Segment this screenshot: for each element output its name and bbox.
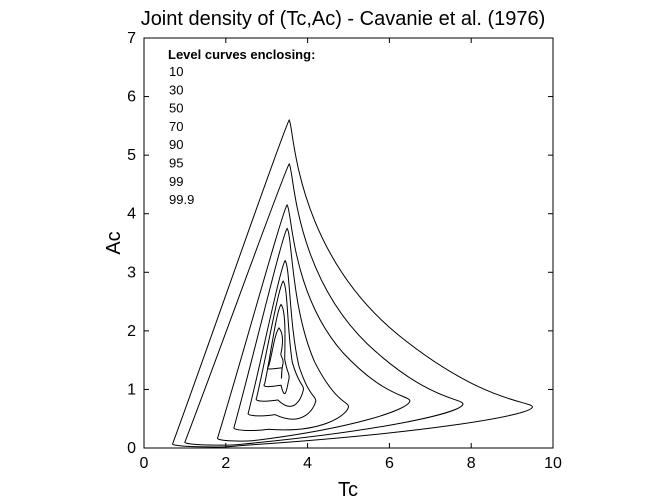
contour-line-70	[247, 259, 317, 420]
x-tick-label: 8	[467, 455, 476, 472]
legend-item: 70	[169, 119, 183, 134]
y-tick-label: 1	[127, 381, 136, 398]
contour-line-99-9	[172, 119, 534, 448]
y-tick-label: 4	[127, 206, 136, 223]
legend-item: 30	[169, 82, 183, 97]
legend-item: 50	[169, 101, 183, 116]
x-tick-label: 0	[140, 455, 149, 472]
y-tick-label: 0	[127, 440, 136, 457]
y-tick-label: 3	[127, 264, 136, 281]
axis-ticks: 0 2 4 6 8 10 0 1 2 3 4 5 6 7	[127, 30, 562, 472]
legend-item: 10	[169, 64, 183, 79]
contour-line-90	[233, 227, 350, 432]
legend-heading: Level curves enclosing:	[168, 47, 315, 62]
x-axis-label: Tc	[338, 479, 358, 501]
contour-line-10	[267, 327, 284, 379]
contour-lines	[172, 119, 534, 448]
legend-item: 99	[169, 174, 183, 189]
x-tick-label: 10	[544, 455, 562, 472]
x-tick-label: 4	[303, 455, 312, 472]
contour-line-95	[217, 204, 411, 442]
contour-line-50	[255, 280, 305, 407]
y-tick-label: 6	[127, 89, 136, 106]
contour-line-30	[263, 303, 290, 394]
y-tick-label: 5	[127, 147, 136, 164]
y-tick-label: 2	[127, 323, 136, 340]
y-axis-label: Ac	[103, 231, 125, 254]
chart-title: Joint density of (Tc,Ac) - Cavanie et al…	[141, 8, 546, 30]
x-tick-label: 2	[221, 455, 230, 472]
y-tick-label: 7	[127, 30, 136, 47]
plot-area	[143, 37, 554, 449]
legend: 10 30 50 70 90 95 99 99.9	[169, 64, 194, 207]
legend-item: 90	[169, 137, 183, 152]
legend-item: 95	[169, 156, 183, 171]
contour-line-99	[184, 163, 464, 446]
legend-item: 99.9	[169, 192, 194, 207]
x-tick-label: 6	[385, 455, 394, 472]
